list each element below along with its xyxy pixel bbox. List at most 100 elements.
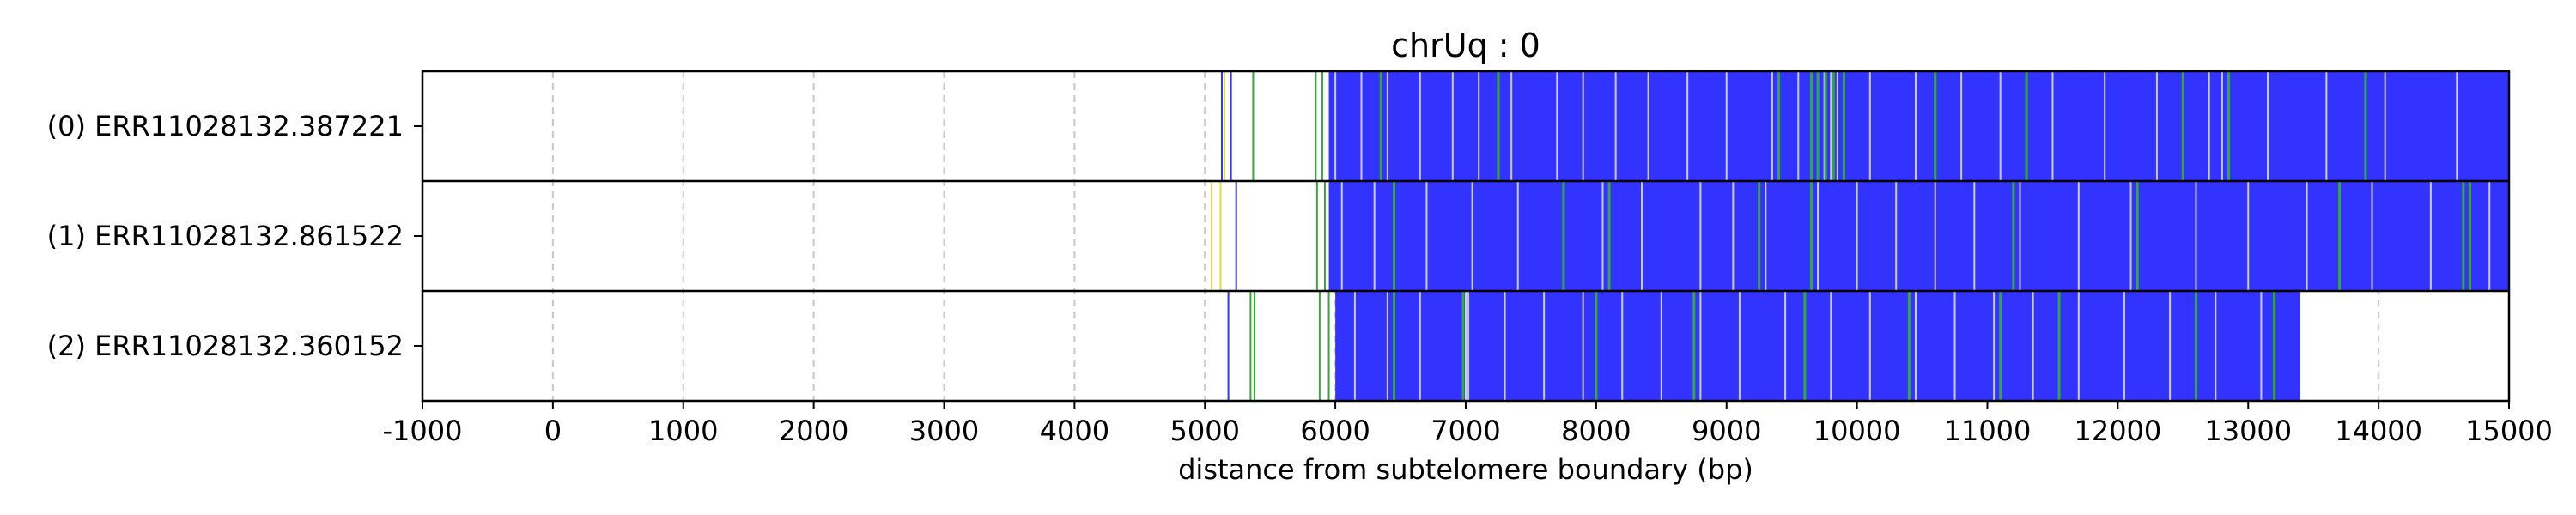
gap-line [2104, 71, 2106, 181]
dense-coverage-block [1328, 71, 2509, 181]
gap-line [1699, 181, 1702, 291]
gap-line [1934, 181, 1936, 291]
read-label: (2) ERR11028132.360152 [47, 330, 404, 362]
green-mark [1379, 71, 1382, 181]
gap-line [2221, 71, 2223, 181]
green-mark [1607, 181, 1611, 291]
dense-coverage-block [1335, 291, 2300, 401]
gap-line [1868, 291, 1871, 401]
gap-line [1467, 291, 1470, 401]
green-mark [1809, 71, 1813, 181]
read-track [1210, 181, 2509, 291]
green-mark [1392, 291, 1395, 401]
read-label: (1) ERR11028132.861522 [47, 220, 404, 252]
green-mark [1595, 291, 1598, 401]
gap-line [1953, 291, 1956, 401]
sparse-mark [1323, 181, 1326, 291]
x-tick-label: 10000 [1814, 415, 1901, 447]
x-tick-label: 9000 [1692, 415, 1761, 447]
gap-line [1973, 181, 1976, 291]
sparse-mark [1315, 71, 1317, 181]
gap-line [1419, 71, 1421, 181]
sparse-mark [1253, 291, 1255, 401]
green-mark [2462, 181, 2465, 291]
gap-line [1699, 291, 1702, 401]
gap-line [1960, 71, 1963, 181]
read-track [1220, 71, 2509, 181]
green-mark [1907, 291, 1911, 401]
x-tick-label: 7000 [1431, 415, 1500, 447]
gap-line [1660, 291, 1662, 401]
gap-line [1360, 71, 1363, 181]
sparse-mark [1230, 71, 1232, 181]
gap-line [1425, 181, 1428, 291]
gap-line [1621, 291, 1624, 401]
green-mark [1824, 71, 1827, 181]
x-tick-label: 12000 [2074, 415, 2161, 447]
sparse-mark [1249, 291, 1252, 401]
gap-line [2032, 291, 2034, 401]
gap-line [1830, 291, 1832, 401]
sparse-mark [1315, 181, 1318, 291]
read-labels: (0) ERR11028132.387221 (1) ERR11028132.86… [47, 110, 404, 362]
green-mark [1777, 71, 1780, 181]
sparse-mark [1219, 181, 1222, 291]
gap-line [2169, 291, 2172, 401]
gap-line [2260, 291, 2263, 401]
sparse-mark [1227, 291, 1230, 401]
gap-line [2267, 71, 2269, 181]
green-mark [1692, 291, 1696, 401]
gap-line [1451, 71, 1454, 181]
green-mark [1999, 291, 2002, 401]
gap-line [1830, 71, 1832, 181]
sparse-mark [1220, 71, 1223, 181]
gap-line [2306, 181, 2308, 291]
gap-line [1765, 181, 1767, 291]
green-mark [2227, 71, 2230, 181]
x-tick-label: 4000 [1040, 415, 1109, 447]
gap-line [2019, 181, 2021, 291]
green-mark [2195, 291, 2197, 401]
gap-line [1465, 291, 1467, 401]
gap-line [1895, 181, 1898, 291]
gap-line [1516, 181, 1519, 291]
gap-line [1797, 71, 1800, 181]
sparse-mark [1210, 181, 1212, 291]
x-tick-label: 8000 [1561, 415, 1631, 447]
green-mark [2012, 181, 2015, 291]
green-mark [1809, 181, 1813, 291]
green-mark [1562, 181, 1565, 291]
x-tick-label: 14000 [2335, 415, 2422, 447]
green-mark [2364, 71, 2367, 181]
gap-line [1771, 71, 1773, 181]
gap-line [1543, 291, 1546, 401]
gap-line [1582, 291, 1584, 401]
green-mark [2057, 291, 2061, 401]
sparse-mark [1318, 291, 1321, 401]
gap-line [1914, 71, 1917, 181]
x-tick-label: 15000 [2465, 415, 2553, 447]
green-mark [1842, 71, 1845, 181]
gap-line [1738, 291, 1741, 401]
gap-line [1641, 181, 1643, 291]
gap-line [1856, 181, 1858, 291]
gap-line [2195, 181, 2197, 291]
gap-line [1504, 291, 1506, 401]
green-mark [1758, 181, 1761, 291]
gap-line [1419, 291, 1421, 401]
read-track [1227, 291, 2300, 401]
read-label: (0) ERR11028132.387221 [47, 110, 404, 142]
x-tick-label: -1000 [383, 415, 463, 447]
gap-line [1340, 181, 1343, 291]
green-mark [1832, 71, 1835, 181]
x-axis-ticks: -1000 0 1000 2000 3000 4000 5000 6000 7000 8000 90… [383, 401, 2553, 447]
x-tick-label: 1000 [648, 415, 718, 447]
gap-line [2123, 291, 2125, 401]
gap-line [1582, 71, 1584, 181]
gap-line [1334, 71, 1337, 181]
gap-line [1386, 291, 1388, 401]
gap-line [1732, 181, 1735, 291]
green-mark [1803, 291, 1807, 401]
gap-line [1556, 71, 1558, 181]
gap-line [2155, 71, 2158, 181]
